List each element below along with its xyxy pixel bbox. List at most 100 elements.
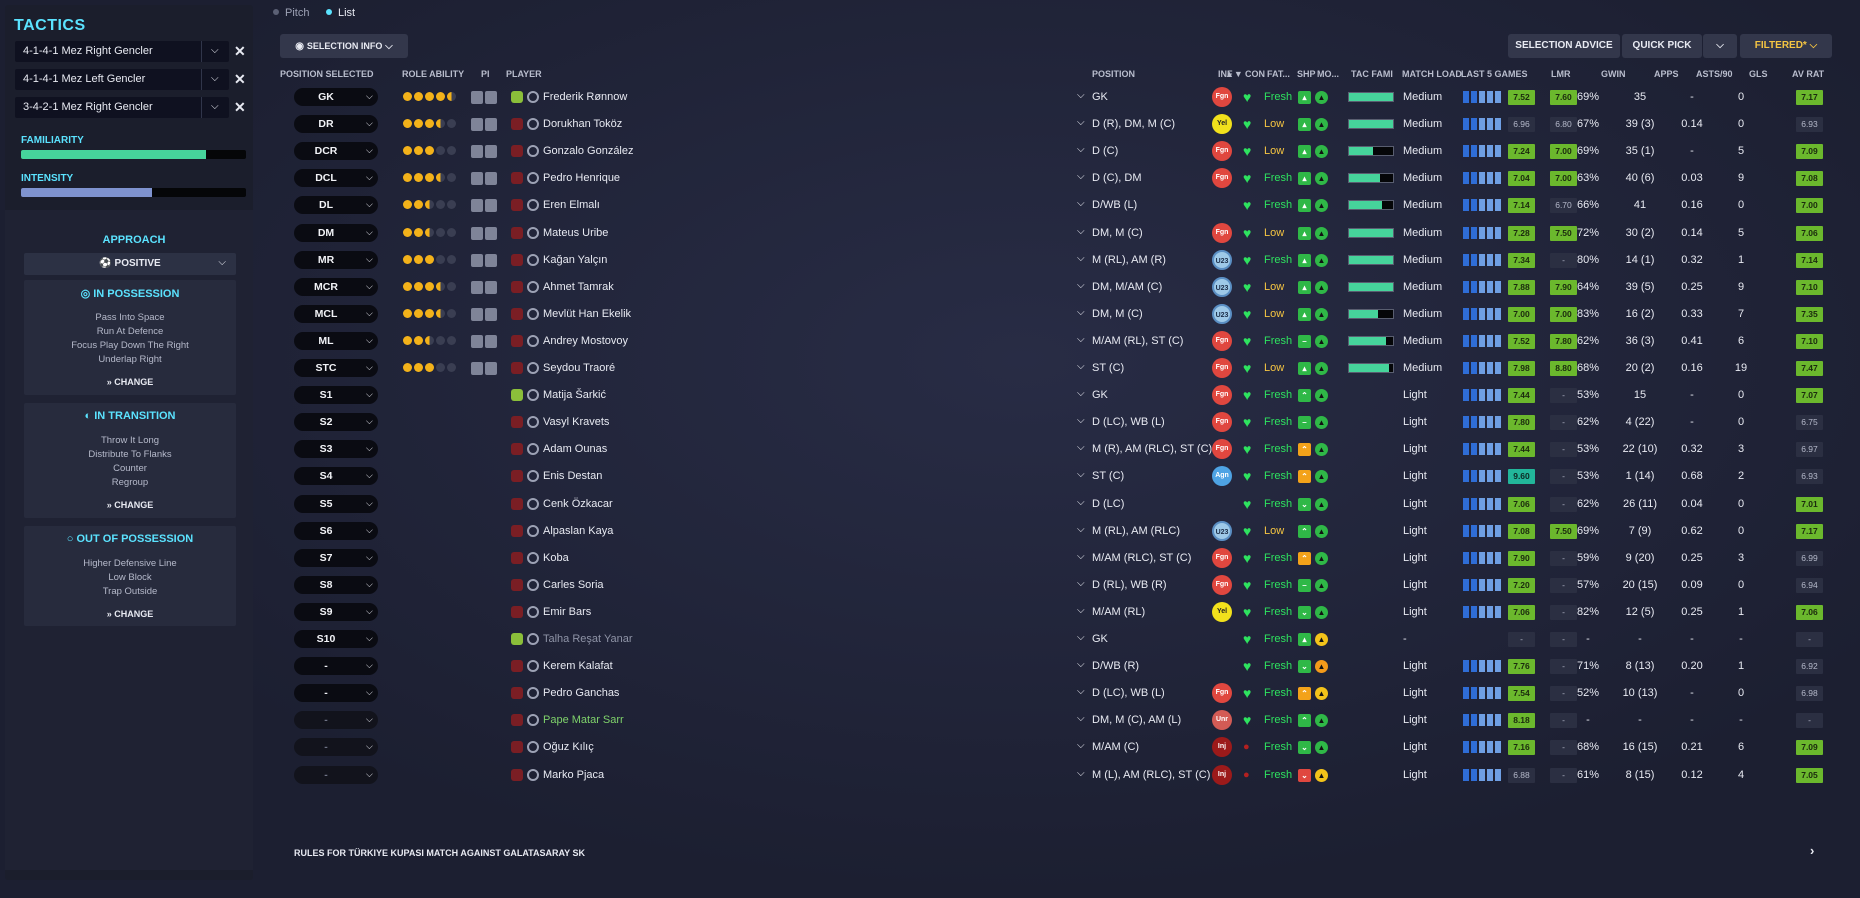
- person-icon[interactable]: [527, 334, 539, 347]
- table-row[interactable]: DCR ⌵ Gonzalo González ⌵ D (C) Fgn ♥ Low ▴ ▲ Mediu…: [280, 140, 1825, 163]
- col-header-av-rat[interactable]: AV RAT: [1792, 69, 1825, 79]
- chevron-down-icon[interactable]: ⌵: [366, 768, 373, 779]
- approach-select[interactable]: ⚽ POSITIVE ⌵: [24, 253, 236, 275]
- chevron-down-icon[interactable]: ⌵: [366, 416, 373, 427]
- position-selector[interactable]: S3 ⌵: [294, 440, 378, 459]
- person-icon[interactable]: [527, 497, 539, 510]
- person-icon[interactable]: [527, 91, 539, 103]
- tactic-select-1[interactable]: 4-1-4-1 Mez Right Gencler ⌵: [15, 41, 229, 62]
- tab-list[interactable]: List: [326, 7, 355, 19]
- position-selector[interactable]: MCL ⌵: [294, 304, 378, 323]
- person-icon[interactable]: [527, 633, 539, 645]
- col-header-lmr[interactable]: LMR: [1551, 69, 1571, 79]
- chevron-down-icon[interactable]: ⌵: [366, 172, 373, 183]
- player-name[interactable]: Eren Elmalı: [543, 199, 600, 212]
- person-icon[interactable]: [527, 443, 539, 456]
- table-row[interactable]: S8 ⌵ Carles Soria ⌵ D (RL), WB (R) Fgn ♥ Fresh –…: [280, 574, 1825, 597]
- position-selector[interactable]: ML ⌵: [294, 331, 378, 350]
- chevron-right-icon[interactable]: ›: [1810, 843, 1815, 858]
- quick-pick-button[interactable]: QUICK PICK: [1622, 34, 1702, 58]
- player-name[interactable]: Mevlüt Han Ekelik: [543, 307, 632, 320]
- position-selector[interactable]: - ⌵: [294, 738, 378, 757]
- player-instructions-icon[interactable]: [471, 199, 499, 213]
- chevron-down-icon[interactable]: ⌵: [1077, 306, 1085, 318]
- position-selector[interactable]: DM ⌵: [294, 223, 378, 242]
- table-row[interactable]: S6 ⌵ Alpaslan Kaya ⌵ M (RL), AM (RLC) U23 ♥ Low…: [280, 520, 1825, 543]
- chevron-down-icon[interactable]: ⌵: [366, 199, 373, 210]
- position-selector[interactable]: S8 ⌵: [294, 575, 378, 594]
- col-header-role-ability[interactable]: ROLE ABILITY: [402, 69, 465, 79]
- chevron-down-icon[interactable]: ⌵: [366, 389, 373, 400]
- table-row[interactable]: S9 ⌵ Emir Bars ⌵ M/AM (RL) Yel ♥ Fresh ⌄ ▲ Light 7.…: [280, 601, 1825, 624]
- position-selector[interactable]: S10 ⌵: [294, 630, 378, 648]
- chevron-down-icon[interactable]: ⌵: [1077, 117, 1085, 129]
- player-name[interactable]: Marko Pjaca: [543, 768, 605, 781]
- chevron-down-icon[interactable]: ⌵: [1077, 333, 1085, 345]
- tactic-select-3[interactable]: 3-4-2-1 Mez Right Gencler ⌵: [15, 97, 229, 118]
- table-row[interactable]: - ⌵ Pedro Ganchas ⌵ D (LC), WB (L) Fgn ♥ Fresh ⌃…: [280, 682, 1825, 705]
- col-header-player[interactable]: PLAYER: [506, 69, 542, 79]
- player-name[interactable]: Koba: [543, 551, 569, 564]
- col-header-morale[interactable]: MO...: [1317, 69, 1339, 79]
- player-name[interactable]: Talha Reşat Yanar: [543, 633, 633, 645]
- table-row[interactable]: S3 ⌵ Adam Ounas ⌵ M (R), AM (RLC), ST (C) Fgn…: [280, 438, 1825, 461]
- position-selector[interactable]: - ⌵: [294, 657, 378, 676]
- person-icon[interactable]: [527, 524, 539, 537]
- col-header-asts-90[interactable]: ASTS/90: [1696, 69, 1733, 79]
- match-rules-footer[interactable]: RULES FOR TÜRKIYE KUPASI MATCH AGAINST G…: [294, 848, 586, 858]
- chevron-down-icon[interactable]: ⌵: [366, 660, 373, 671]
- player-instructions-icon[interactable]: [471, 362, 499, 375]
- chevron-down-icon[interactable]: ⌵: [366, 307, 373, 318]
- chevron-down-icon[interactable]: ⌵: [366, 91, 373, 101]
- table-row[interactable]: MCL ⌵ Mevlüt Han Ekelik ⌵ DM, M (C) U23 ♥ Low ▴ ▲…: [280, 303, 1825, 326]
- chevron-down-icon[interactable]: ⌵: [211, 101, 219, 112]
- col-header-position[interactable]: POSITION ▲▼: [1092, 69, 1243, 79]
- player-name[interactable]: Cenk Özkacar: [543, 497, 613, 510]
- table-row[interactable]: DCL ⌵ Pedro Henrique ⌵ D (C), DM Fgn ♥ Fresh ▴ ▲ M…: [280, 167, 1825, 190]
- chevron-down-icon[interactable]: ⌵: [366, 578, 373, 589]
- person-icon[interactable]: [527, 172, 539, 185]
- chevron-down-icon[interactable]: ⌵: [366, 741, 373, 752]
- player-name[interactable]: Matija Šarkić: [543, 389, 606, 402]
- col-header-gls[interactable]: GLS: [1749, 69, 1768, 79]
- person-icon[interactable]: [527, 714, 539, 727]
- table-row[interactable]: S10 ⌵ Talha Reşat Yanar ⌵ GK ♥ Fresh ▴ ▲ - - - - - - - -: [280, 628, 1825, 651]
- player-instructions-icon[interactable]: [471, 280, 499, 294]
- table-row[interactable]: MCR ⌵ Ahmet Tamrak ⌵ DM, M/AM (C) U23 ♥ Low ▴ ▲ Me…: [280, 276, 1825, 299]
- position-selector[interactable]: GK ⌵: [294, 88, 378, 106]
- col-header-last-5-games[interactable]: LAST 5 GAMES: [1461, 69, 1528, 79]
- chevron-down-icon[interactable]: ⌵: [1077, 686, 1085, 698]
- person-icon[interactable]: [527, 253, 539, 266]
- chevron-down-icon[interactable]: ⌵: [1077, 496, 1085, 508]
- quick-pick-dropdown[interactable]: ⌵: [1703, 34, 1737, 58]
- chevron-down-icon[interactable]: ⌵: [1077, 388, 1085, 400]
- table-row[interactable]: - ⌵ Oğuz Kılıç ⌵ M/AM (C) Inj ● Fresh ⌄ ▲ Light 7.1…: [280, 736, 1825, 759]
- player-name[interactable]: Frederik Rønnow: [543, 91, 628, 103]
- chevron-down-icon[interactable]: ⌵: [1077, 523, 1085, 535]
- person-icon[interactable]: [527, 687, 539, 700]
- chevron-down-icon[interactable]: ⌵: [366, 497, 373, 508]
- chevron-down-icon[interactable]: ⌵: [366, 118, 373, 129]
- chevron-down-icon[interactable]: ⌵: [1077, 550, 1085, 562]
- close-icon[interactable]: ✕: [234, 99, 246, 115]
- person-icon[interactable]: [527, 280, 539, 293]
- player-name[interactable]: Emir Bars: [543, 605, 592, 618]
- col-header-tac-fami[interactable]: TAC FAMI: [1351, 69, 1393, 79]
- chevron-down-icon[interactable]: ⌵: [366, 605, 373, 616]
- position-selector[interactable]: MR ⌵: [294, 250, 378, 269]
- player-instructions-icon[interactable]: [471, 253, 499, 267]
- player-name[interactable]: Ahmet Tamrak: [543, 280, 614, 293]
- chevron-down-icon[interactable]: ⌵: [1077, 659, 1085, 671]
- in-transition-change-button[interactable]: » CHANGE: [24, 500, 236, 510]
- col-header-shp[interactable]: SHP: [1297, 69, 1316, 79]
- chevron-down-icon[interactable]: ⌵: [366, 226, 373, 237]
- col-header-con[interactable]: CON: [1245, 69, 1265, 79]
- familiarity-meter[interactable]: [21, 150, 246, 159]
- player-name[interactable]: Gonzalo González: [543, 145, 634, 158]
- position-selector[interactable]: DCR ⌵: [294, 142, 378, 161]
- chevron-down-icon[interactable]: ⌵: [1077, 252, 1085, 264]
- player-name[interactable]: Enis Destan: [543, 470, 603, 483]
- chevron-down-icon[interactable]: ⌵: [366, 687, 373, 698]
- tactic-select-2[interactable]: 4-1-4-1 Mez Left Gencler ⌵: [15, 69, 229, 90]
- chevron-down-icon[interactable]: ⌵: [1077, 632, 1085, 643]
